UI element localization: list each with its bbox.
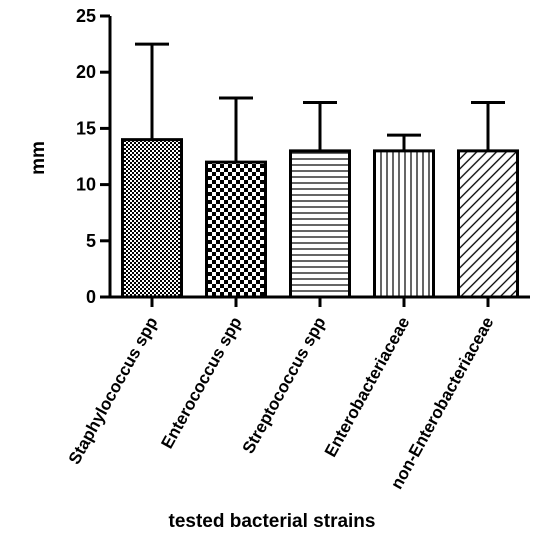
y-tick-label: 5 [86, 231, 96, 251]
y-tick-label: 25 [76, 6, 96, 26]
x-tick-label: Enterobacteriaceae [321, 314, 414, 460]
y-tick-label: 0 [86, 287, 96, 307]
error-bars [135, 42, 505, 163]
bars [121, 138, 519, 299]
bar [205, 160, 267, 299]
y-axis-title: mm [28, 141, 49, 175]
x-axis-title: tested bacterial strains [169, 511, 376, 532]
bar [457, 149, 519, 299]
x-tick-label: Streptococcus spp [239, 314, 330, 457]
x-tick-label: Staphylococcus spp [65, 314, 162, 468]
y-tick-label: 20 [76, 62, 96, 82]
y-tick-label: 10 [76, 175, 96, 195]
y-ticks: 0 5 10 15 20 25 [76, 6, 110, 307]
bar [289, 149, 351, 299]
bar [121, 138, 183, 299]
bar [373, 149, 435, 299]
x-tick-label: Enterococcus spp [157, 314, 245, 452]
y-tick-label: 15 [76, 118, 96, 138]
